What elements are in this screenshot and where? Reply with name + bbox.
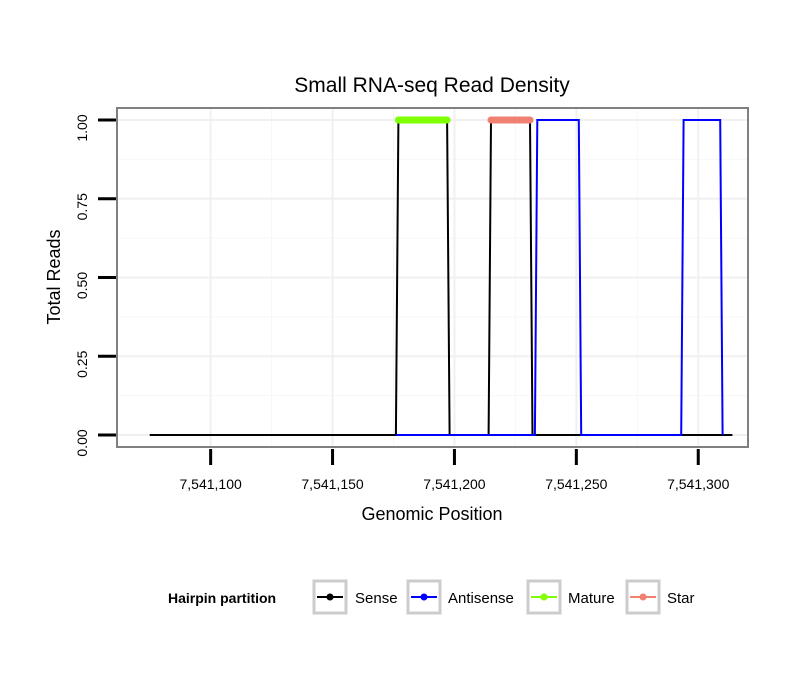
legend-dot-star bbox=[639, 593, 647, 601]
grid-layer bbox=[118, 109, 747, 446]
legend-label-antisense: Antisense bbox=[448, 590, 514, 607]
x-tick-label: 7,541,200 bbox=[423, 476, 485, 492]
axis-layer: 7,541,100 7,541,150 7,541,200 7,541,250 7,54… bbox=[74, 114, 730, 492]
x-tick-label: 7,541,100 bbox=[179, 476, 241, 492]
x-axis-label: Genomic Position bbox=[361, 504, 502, 524]
plot-frame bbox=[116, 107, 749, 448]
legend-label-mature: Mature bbox=[568, 590, 615, 607]
legend-dot-antisense bbox=[420, 593, 428, 601]
legend-label-star: Star bbox=[667, 590, 695, 607]
chart-title: Small RNA-seq Read Density bbox=[294, 74, 570, 97]
legend-dot-sense bbox=[326, 593, 334, 601]
y-tick-label: 0.25 bbox=[74, 350, 90, 377]
y-axis-label: Total Reads bbox=[44, 229, 64, 324]
y-tick-label: 0.50 bbox=[74, 272, 90, 299]
legend-title: Hairpin partition bbox=[168, 590, 276, 606]
legend-label-sense: Sense bbox=[355, 590, 398, 607]
legend-dot-mature bbox=[540, 593, 548, 601]
series-antisense-line bbox=[395, 119, 724, 436]
y-tick-label: 0.75 bbox=[74, 193, 90, 220]
y-tick-label: 1.00 bbox=[74, 114, 90, 141]
x-tick-label: 7,541,250 bbox=[545, 476, 607, 492]
legend: Hairpin partition Sense Antisense Mature St… bbox=[168, 579, 695, 615]
x-tick-label: 7,541,300 bbox=[667, 476, 729, 492]
x-tick-label: 7,541,150 bbox=[301, 476, 363, 492]
series-layer bbox=[149, 116, 733, 436]
y-tick-label: 0.00 bbox=[74, 429, 90, 456]
legend-items: Sense Antisense Mature Star bbox=[312, 579, 695, 615]
